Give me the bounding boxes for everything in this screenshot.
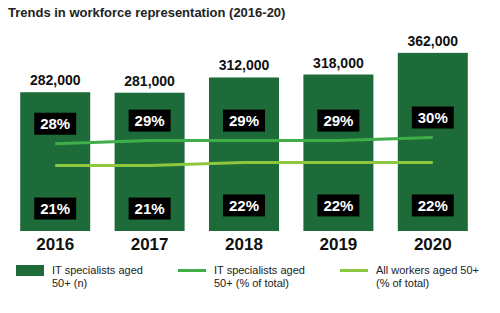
label-box (412, 194, 454, 216)
label-box (223, 110, 265, 132)
data-label: 30% (418, 109, 448, 126)
title: Trends in workforce representation (2016… (8, 5, 285, 20)
legend-item: All workers aged 50+ (% of total) (340, 264, 488, 290)
data-label: 28% (40, 115, 70, 132)
data-label: 362,000 (407, 33, 458, 49)
legend-label: IT specialists aged 50+ (% of total) (214, 264, 326, 290)
data-labels: 282,000 281,000 312,000 318,000 362,000 28% 29… (30, 33, 458, 220)
bar (115, 93, 185, 231)
legend-item: IT specialists aged 50+ (n) (16, 264, 164, 290)
bar (20, 92, 90, 231)
data-label: 29% (229, 112, 259, 129)
legend-swatch (16, 265, 44, 276)
label-box (34, 198, 76, 220)
bar (209, 77, 279, 231)
line (55, 162, 433, 165)
plot-marks (20, 53, 468, 231)
data-label: 312,000 (219, 57, 270, 73)
data-label: 22% (323, 197, 353, 214)
legend-label: All workers aged 50+ (% of total) (376, 264, 488, 290)
x-tick-label: 2018 (225, 235, 263, 254)
data-label: 318,000 (313, 55, 364, 71)
legend-label: IT specialists aged 50+ (n) (52, 264, 164, 290)
x-tick-label: 2017 (131, 235, 169, 254)
legend-swatch (340, 269, 368, 272)
data-label: 29% (323, 112, 353, 129)
data-label: 22% (418, 197, 448, 214)
legend-item: IT specialists aged 50+ (% of total) (178, 264, 326, 290)
data-label: 282,000 (30, 72, 81, 88)
label-box (129, 198, 171, 220)
x-tick-label: 2020 (414, 235, 452, 254)
bar (398, 53, 468, 231)
label-box (317, 110, 359, 132)
data-label: 21% (135, 200, 165, 217)
x-tick-label: 2016 (36, 235, 74, 254)
data-label: 281,000 (124, 73, 175, 89)
x-tick-label: 2019 (319, 235, 357, 254)
label-box (34, 113, 76, 135)
line (55, 138, 433, 144)
data-label: 21% (40, 200, 70, 217)
label-box (317, 194, 359, 216)
legend-swatch (178, 269, 206, 272)
label-box (223, 194, 265, 216)
data-label: 22% (229, 197, 259, 214)
bar (303, 75, 373, 231)
label-box (129, 110, 171, 132)
label-box (412, 107, 454, 129)
data-label: 29% (135, 112, 165, 129)
